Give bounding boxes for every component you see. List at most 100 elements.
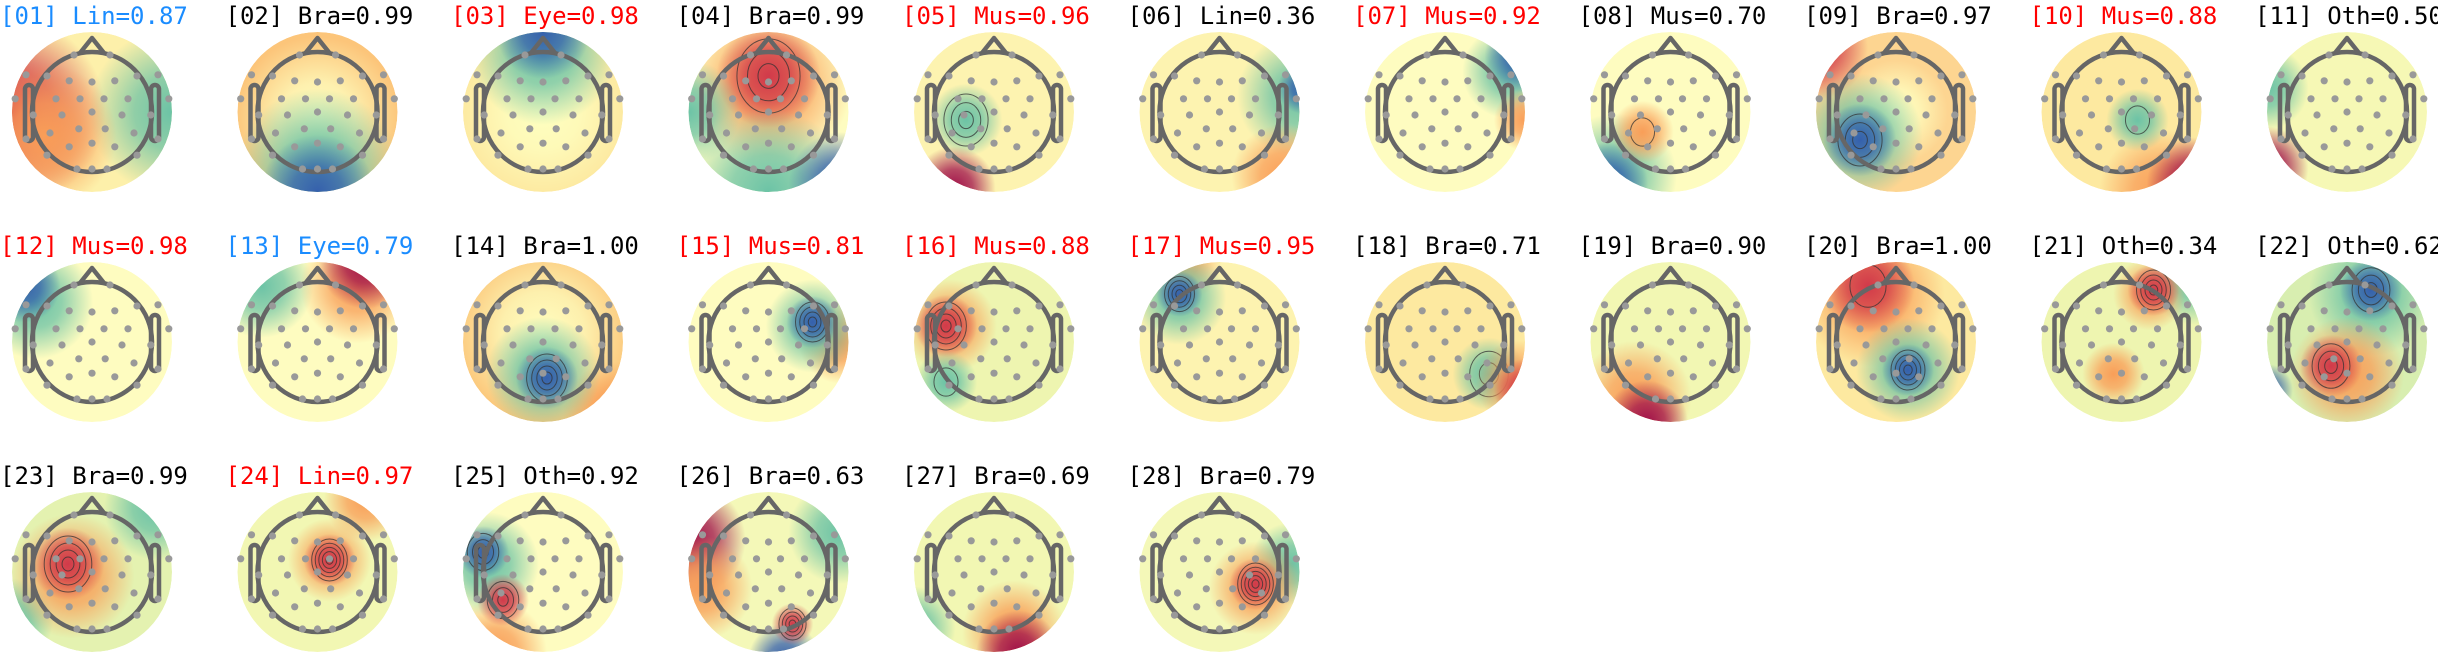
- electrode-dot: [527, 325, 535, 333]
- electrode-dot: [2117, 139, 2126, 147]
- electrode-dot: [554, 395, 562, 403]
- electrode-dot: [823, 111, 831, 119]
- electrode-dot: [291, 307, 299, 315]
- electrode-dot: [133, 611, 141, 619]
- electrode-dot: [331, 51, 340, 59]
- electrode-dot: [313, 139, 322, 147]
- electrode-dot: [787, 77, 795, 85]
- electrode-dot: [1238, 537, 1246, 545]
- electrode-dot: [165, 325, 173, 333]
- electrode-dot: [1459, 51, 1467, 59]
- electrode-dot: [2081, 95, 2090, 103]
- electrode-dot: [967, 603, 975, 611]
- electrode-dot: [1644, 143, 1652, 151]
- electrode-dot: [562, 603, 570, 611]
- contour-line: [531, 359, 563, 397]
- electrode-dot: [336, 373, 344, 381]
- electrode-dot: [1149, 71, 1158, 79]
- electrode-dot: [58, 111, 66, 119]
- electrode-dot: [779, 165, 788, 173]
- electrode-dot: [124, 95, 132, 103]
- electrode-dot: [1157, 111, 1165, 119]
- electrode-dot: [1869, 373, 1877, 381]
- electrode-dot: [2402, 111, 2410, 119]
- electrode-dot: [752, 555, 761, 563]
- electrode-dot: [1892, 308, 1900, 316]
- electrode-dot: [605, 365, 613, 373]
- electrode-dot: [1428, 355, 1436, 363]
- topomap-03: [462, 32, 624, 192]
- topomap-14: [462, 262, 624, 422]
- electrode-dot: [1453, 95, 1461, 103]
- electrode-dot: [2328, 395, 2336, 403]
- electrode-dot: [473, 365, 481, 373]
- panel-title-18: [18] Bra=0.71: [1353, 232, 1541, 260]
- electrode-dot: [46, 129, 54, 137]
- topomap-04: [688, 32, 849, 192]
- electrode-dot: [313, 599, 322, 607]
- electrode-dot: [2194, 95, 2202, 103]
- electrode-dot: [2388, 72, 2396, 80]
- electrode-dot: [331, 281, 340, 289]
- electrode-dot: [358, 381, 367, 389]
- electrode-dot: [2117, 308, 2126, 316]
- electrode-dot: [2320, 77, 2328, 85]
- electrode-dot: [787, 373, 795, 381]
- electrode-dot: [2328, 165, 2336, 173]
- electrode-dot: [1251, 555, 1260, 563]
- electrode-dot: [1696, 111, 1705, 119]
- electrode-dot: [1193, 77, 1201, 85]
- electrode-dot: [247, 71, 256, 79]
- panel-title-12: [12] Mus=0.98: [0, 232, 188, 260]
- electrode-dot: [706, 341, 714, 349]
- panel-title-20: [20] Bra=1.00: [1804, 232, 1992, 260]
- electrode-dot: [1651, 395, 1660, 403]
- electrode-dot: [1907, 165, 1915, 173]
- electrode-dot: [2140, 373, 2148, 381]
- electrode-dot: [22, 301, 30, 309]
- panel-title-22: [22] Oth=0.62: [2255, 232, 2438, 260]
- topomap-05: [913, 32, 1075, 192]
- electrode-dot: [764, 108, 773, 116]
- electrode-dot: [2051, 301, 2060, 309]
- electrode-dot: [268, 611, 277, 619]
- electrode-dot: [1215, 165, 1224, 173]
- electrode-dot: [1636, 111, 1645, 119]
- electrode-dot: [1396, 381, 1404, 389]
- electrode-dot: [1847, 381, 1855, 389]
- electrode-dot: [978, 555, 986, 563]
- electrode-dot: [2385, 129, 2393, 137]
- contour-line: [1852, 130, 1868, 150]
- electrode-dot: [2313, 111, 2321, 119]
- electrode-dot: [494, 72, 502, 80]
- electrode-dot: [1464, 307, 1472, 315]
- electrode-dot: [165, 555, 173, 563]
- electrode-dot: [2320, 143, 2328, 151]
- electrode-dot: [2095, 373, 2103, 381]
- electrode-dot: [1215, 78, 1224, 86]
- electrode-dot: [1245, 111, 1254, 119]
- electrode-dot: [1666, 108, 1675, 116]
- electrode-dot: [1689, 143, 1697, 151]
- electrode-dot: [2313, 341, 2321, 349]
- electrode-dot: [1418, 307, 1426, 315]
- electrode-dot: [247, 595, 256, 603]
- electrode-dot: [990, 139, 998, 147]
- electrode-dot: [1600, 301, 1609, 309]
- electrode-dot: [1934, 359, 1942, 367]
- electrode-dot: [52, 325, 60, 333]
- electrode-dot: [1238, 307, 1246, 315]
- electrode-dot: [1274, 571, 1282, 579]
- electrode-dot: [569, 111, 577, 119]
- electrode-dot: [575, 95, 583, 103]
- head-outline-icon: [699, 495, 838, 635]
- electrode-dot: [494, 381, 502, 389]
- electrode-dot: [165, 95, 173, 103]
- electrode-dot: [100, 325, 108, 333]
- electrode-dot: [782, 511, 791, 519]
- electrode-dot: [764, 568, 773, 576]
- panel-title-08: [08] Mus=0.70: [1578, 2, 1767, 30]
- electrode-dot: [616, 555, 624, 563]
- electrode-dot: [111, 537, 119, 545]
- electrode-dot: [960, 571, 968, 579]
